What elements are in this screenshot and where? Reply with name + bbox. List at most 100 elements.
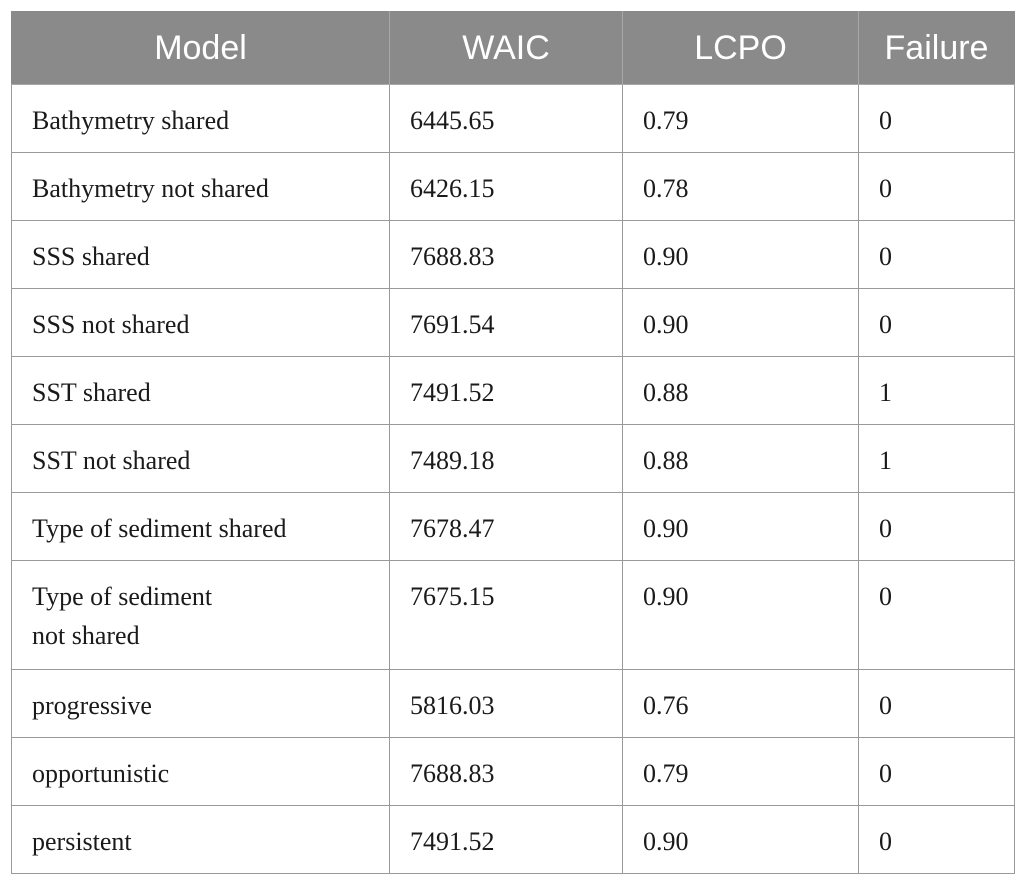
cell-waic-text: 7489.18 xyxy=(410,446,495,475)
cell-lcpo-text: 0.79 xyxy=(643,106,689,135)
table-row: Type of sediment not shared 7675.15 0.90… xyxy=(11,560,1015,670)
cell-model-text: Bathymetry not shared xyxy=(32,174,269,203)
cell-lcpo: 0.88 xyxy=(622,424,859,493)
cell-lcpo: 0.76 xyxy=(622,669,859,738)
cell-waic-text: 7691.54 xyxy=(410,310,495,339)
cell-failure: 1 xyxy=(858,424,1015,493)
cell-model: SST not shared xyxy=(11,424,390,493)
header-row: Model WAIC LCPO Failure xyxy=(11,11,1015,85)
cell-failure-text: 0 xyxy=(879,310,892,339)
table-row: SSS shared 7688.83 0.90 0 xyxy=(11,220,1015,289)
cell-lcpo: 0.79 xyxy=(622,84,859,153)
cell-waic: 7688.83 xyxy=(389,737,623,806)
column-header-failure: Failure xyxy=(858,11,1015,85)
cell-waic-text: 7491.52 xyxy=(410,827,495,856)
table-row: Bathymetry not shared 6426.15 0.78 0 xyxy=(11,152,1015,221)
column-header-model: Model xyxy=(11,11,390,85)
cell-failure-text: 0 xyxy=(879,106,892,135)
table-row: SSS not shared 7691.54 0.90 0 xyxy=(11,288,1015,357)
cell-waic: 7489.18 xyxy=(389,424,623,493)
table-body: Bathymetry shared 6445.65 0.79 0 Bathyme… xyxy=(11,84,1015,874)
cell-waic-text: 7675.15 xyxy=(410,582,495,611)
cell-model-text: SSS not shared xyxy=(32,310,190,339)
table-row: persistent 7491.52 0.90 0 xyxy=(11,805,1015,874)
cell-waic: 7678.47 xyxy=(389,492,623,561)
cell-lcpo: 0.90 xyxy=(622,805,859,874)
cell-model-text: SSS shared xyxy=(32,242,150,271)
cell-failure-text: 0 xyxy=(879,827,892,856)
cell-failure: 0 xyxy=(858,220,1015,289)
cell-lcpo-text: 0.88 xyxy=(643,378,689,407)
cell-lcpo: 0.88 xyxy=(622,356,859,425)
cell-waic: 7691.54 xyxy=(389,288,623,357)
cell-failure: 0 xyxy=(858,737,1015,806)
cell-model-text: progressive xyxy=(32,691,152,720)
cell-waic-text: 7688.83 xyxy=(410,759,495,788)
cell-failure-text: 0 xyxy=(879,514,892,543)
column-header-lcpo: LCPO xyxy=(622,11,859,85)
cell-failure-text: 0 xyxy=(879,759,892,788)
cell-failure: 0 xyxy=(858,84,1015,153)
cell-failure: 0 xyxy=(858,669,1015,738)
cell-waic-text: 7678.47 xyxy=(410,514,495,543)
cell-failure: 0 xyxy=(858,492,1015,561)
cell-model-text: Type of sediment not shared xyxy=(32,561,369,655)
cell-waic-text: 5816.03 xyxy=(410,691,495,720)
cell-failure: 0 xyxy=(858,288,1015,357)
cell-waic: 7675.15 xyxy=(389,560,623,670)
table-header: Model WAIC LCPO Failure xyxy=(11,11,1015,85)
cell-waic-text: 7688.83 xyxy=(410,242,495,271)
cell-lcpo-text: 0.90 xyxy=(643,242,689,271)
cell-lcpo-text: 0.90 xyxy=(643,582,689,611)
cell-model-text: SST not shared xyxy=(32,446,191,475)
cell-failure-text: 0 xyxy=(879,691,892,720)
cell-model: Type of sediment not shared xyxy=(11,560,390,670)
cell-model: Bathymetry shared xyxy=(11,84,390,153)
cell-failure-text: 0 xyxy=(879,174,892,203)
cell-waic: 5816.03 xyxy=(389,669,623,738)
cell-model-text: SST shared xyxy=(32,378,151,407)
cell-failure-text: 1 xyxy=(879,446,892,475)
cell-lcpo-text: 0.90 xyxy=(643,514,689,543)
cell-lcpo-text: 0.90 xyxy=(643,827,689,856)
table-row: SST shared 7491.52 0.88 1 xyxy=(11,356,1015,425)
cell-model: SSS not shared xyxy=(11,288,390,357)
cell-waic: 7491.52 xyxy=(389,356,623,425)
cell-lcpo-text: 0.88 xyxy=(643,446,689,475)
cell-waic: 7688.83 xyxy=(389,220,623,289)
cell-lcpo: 0.90 xyxy=(622,492,859,561)
cell-waic-text: 7491.52 xyxy=(410,378,495,407)
cell-lcpo: 0.90 xyxy=(622,220,859,289)
cell-failure-text: 0 xyxy=(879,242,892,271)
cell-lcpo: 0.90 xyxy=(622,288,859,357)
cell-lcpo: 0.78 xyxy=(622,152,859,221)
cell-failure: 1 xyxy=(858,356,1015,425)
model-comparison-table: Model WAIC LCPO Failure Bathymetry share… xyxy=(11,11,1015,874)
cell-waic-text: 6445.65 xyxy=(410,106,495,135)
cell-lcpo-text: 0.90 xyxy=(643,310,689,339)
table-row: Type of sediment shared 7678.47 0.90 0 xyxy=(11,492,1015,561)
cell-failure: 0 xyxy=(858,560,1015,670)
cell-lcpo: 0.90 xyxy=(622,560,859,670)
cell-failure: 0 xyxy=(858,805,1015,874)
cell-waic: 7491.52 xyxy=(389,805,623,874)
column-header-waic: WAIC xyxy=(389,11,623,85)
cell-model: persistent xyxy=(11,805,390,874)
cell-lcpo-text: 0.78 xyxy=(643,174,689,203)
cell-lcpo: 0.79 xyxy=(622,737,859,806)
table-row: progressive 5816.03 0.76 0 xyxy=(11,669,1015,738)
cell-failure: 0 xyxy=(858,152,1015,221)
cell-lcpo-text: 0.79 xyxy=(643,759,689,788)
cell-lcpo-text: 0.76 xyxy=(643,691,689,720)
cell-model: SSS shared xyxy=(11,220,390,289)
cell-failure-text: 0 xyxy=(879,582,892,611)
cell-waic: 6426.15 xyxy=(389,152,623,221)
cell-model: progressive xyxy=(11,669,390,738)
cell-failure-text: 1 xyxy=(879,378,892,407)
cell-model-text: persistent xyxy=(32,827,132,856)
cell-model-line-1: Type of sediment xyxy=(32,582,213,611)
cell-model-line-2: not shared xyxy=(32,621,140,650)
model-comparison-table-wrapper: Model WAIC LCPO Failure Bathymetry share… xyxy=(11,11,1015,874)
table-row: Bathymetry shared 6445.65 0.79 0 xyxy=(11,84,1015,153)
cell-model: Type of sediment shared xyxy=(11,492,390,561)
